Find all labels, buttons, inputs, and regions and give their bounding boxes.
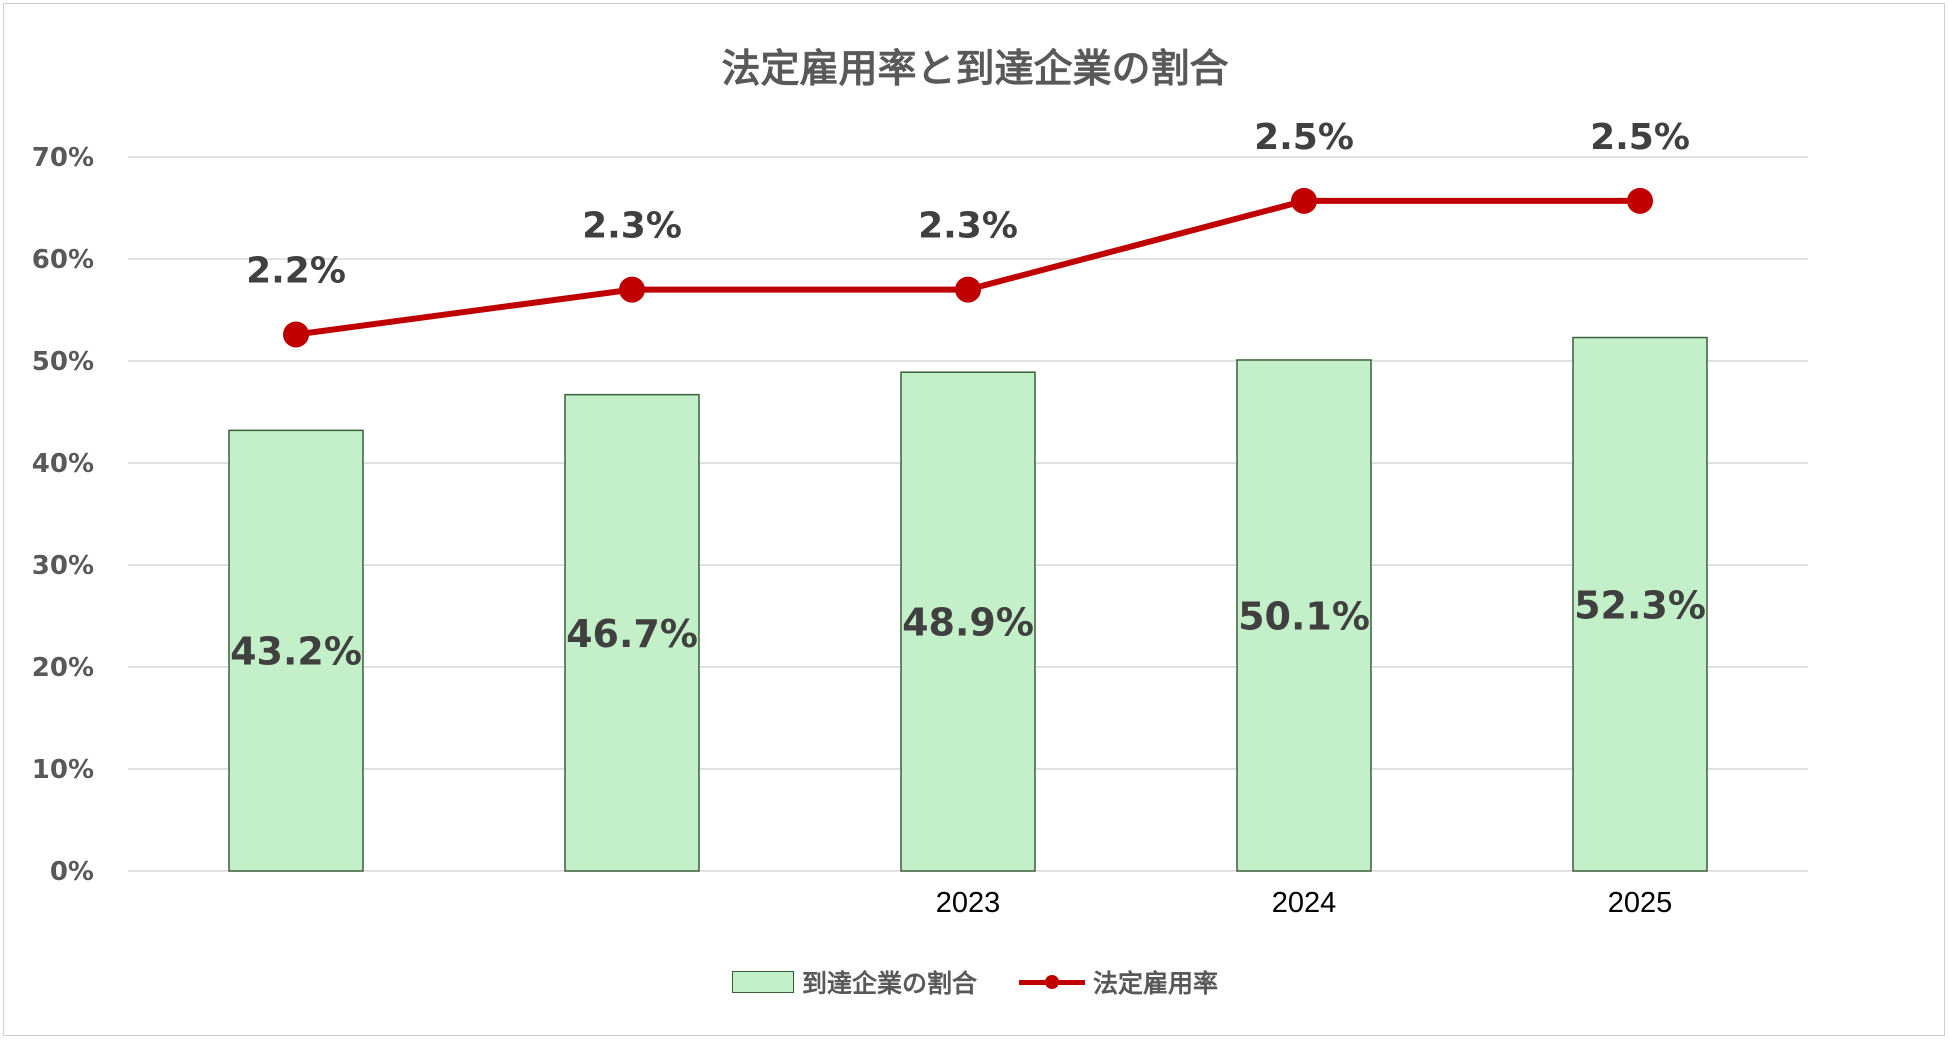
- line-data-label: 2.3%: [918, 206, 1018, 247]
- line-point[interactable]: [955, 276, 981, 303]
- x-tick-label: 2025: [1608, 887, 1673, 919]
- bar[interactable]: [228, 429, 364, 872]
- legend-item-line-series[interactable]: 法定雇用率: [1019, 964, 1218, 1000]
- legend-line-swatch: [1019, 971, 1085, 993]
- line-point[interactable]: [619, 276, 645, 303]
- legend-bar-label: 到達企業の割合: [801, 969, 977, 998]
- bar-data-label: 52.3%: [1574, 583, 1706, 627]
- legend-item-bar-series[interactable]: 到達企業の割合: [731, 964, 977, 1000]
- bar[interactable]: [564, 393, 700, 872]
- bar-data-label: 50.1%: [1238, 594, 1370, 638]
- bar[interactable]: [1236, 359, 1372, 872]
- line-point[interactable]: [1627, 187, 1653, 214]
- chart-title: 法定雇用率と到達企業の割合: [721, 47, 1229, 92]
- line-data-label: 2.2%: [246, 250, 346, 291]
- y-tick-label: 0%: [50, 857, 94, 887]
- bar[interactable]: [1572, 336, 1708, 872]
- legend-bar-swatch: [731, 971, 794, 993]
- chart-legend: 到達企業の割合 法定雇用率: [0, 964, 1950, 1000]
- x-tick-label: 2023: [936, 887, 1001, 919]
- line-data-label: 2.5%: [1590, 117, 1690, 158]
- y-tick-label: 70%: [32, 143, 94, 173]
- line-point[interactable]: [283, 321, 309, 348]
- y-tick-label: 10%: [32, 755, 94, 785]
- y-tick-label: 40%: [32, 449, 94, 479]
- bar-data-label: 48.9%: [902, 601, 1034, 645]
- line-point[interactable]: [1291, 187, 1317, 214]
- legend-line-label: 法定雇用率: [1093, 969, 1219, 998]
- line-data-label: 2.5%: [1254, 117, 1354, 158]
- y-tick-label: 50%: [32, 347, 94, 377]
- bar-data-label: 43.2%: [230, 630, 362, 674]
- x-tick-label: 2024: [1272, 887, 1337, 919]
- bar[interactable]: [900, 371, 1036, 872]
- y-tick-label: 60%: [32, 245, 94, 275]
- line-data-label: 2.3%: [582, 206, 682, 247]
- bar-data-label: 46.7%: [566, 612, 698, 656]
- y-tick-label: 20%: [32, 653, 94, 683]
- y-tick-label: 30%: [32, 551, 94, 581]
